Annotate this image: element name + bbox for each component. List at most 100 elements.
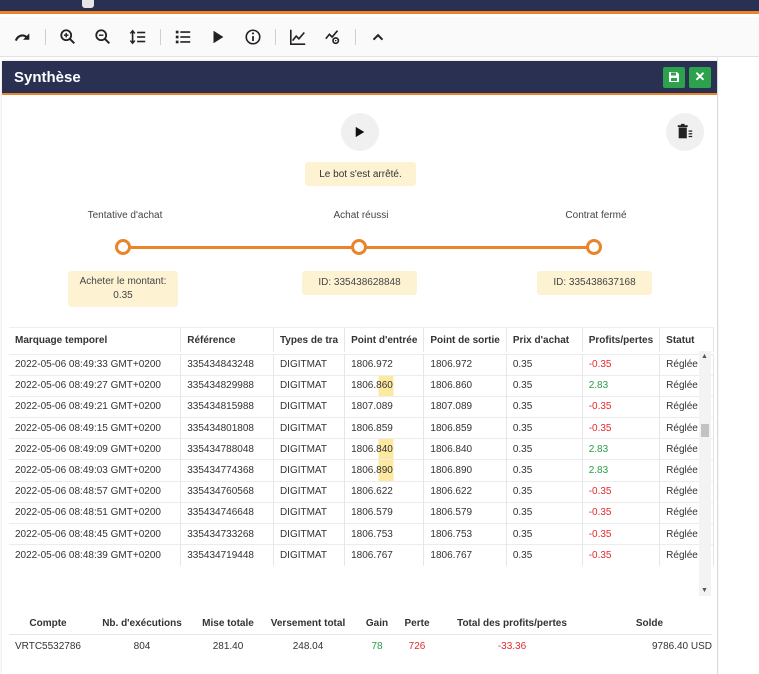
table-row[interactable]: 2022-05-06 08:48:51 GMT+0200 335434746648… <box>9 501 714 524</box>
zoom-in-icon[interactable] <box>55 24 81 50</box>
table-cell: 2022-05-06 08:49:15 GMT+0200 <box>9 417 182 439</box>
table-cell: 1807.089 <box>423 395 507 418</box>
table-row[interactable]: 2022-05-06 08:48:39 GMT+0200 335434719448… <box>9 544 714 566</box>
table-cell: 0.35 <box>506 438 583 460</box>
table-cell: 335434746648 <box>180 501 274 524</box>
clear-button[interactable] <box>666 113 704 151</box>
table-row[interactable]: 2022-05-06 08:48:57 GMT+0200 335434760568… <box>9 480 714 503</box>
table-row[interactable]: 2022-05-06 08:49:09 GMT+0200 335434788048… <box>9 438 714 460</box>
step-dot <box>351 239 367 255</box>
table-cell: DIGITMAT <box>273 459 346 482</box>
table-cell: 1806.579 <box>423 501 507 524</box>
table-cell: 1806.622 <box>423 480 507 503</box>
step-dot <box>586 239 602 255</box>
table-cell: 1806.767 <box>423 544 507 566</box>
summary-panel: Synthèse ✕ Le bot s'est arrêté. Tentativ… <box>2 61 717 674</box>
table-cell: DIGITMAT <box>273 374 346 397</box>
toolbar <box>0 17 759 57</box>
table-cell: 0.35 <box>506 353 583 376</box>
table-cell: 1806.972 <box>423 353 507 376</box>
step-info-purchase-attempt: Acheter le montant: 0.35 <box>68 271 178 307</box>
scroll-up-icon[interactable]: ▲ <box>701 353 708 360</box>
column-header[interactable]: Profits/pertes <box>582 328 661 352</box>
chart-settings-icon[interactable] <box>320 24 346 50</box>
table-cell: DIGITMAT <box>273 522 346 545</box>
table-cell: 2.83 <box>582 459 661 482</box>
table-cell: 2.83 <box>582 438 661 460</box>
column-header[interactable]: Point de sortie <box>423 328 507 352</box>
table-cell: DIGITMAT <box>273 438 346 460</box>
table-cell: 1806.860 <box>423 374 507 397</box>
zoom-out-icon[interactable] <box>90 24 116 50</box>
summary-value: 726 <box>408 640 426 652</box>
toolbar-divider <box>160 28 161 45</box>
summary-value: 281.40 <box>212 640 244 652</box>
table-cell: 1806.622 <box>344 480 425 503</box>
chart-icon[interactable] <box>285 24 311 50</box>
table-cell: 2.83 <box>582 374 661 397</box>
collapse-icon[interactable] <box>365 24 391 50</box>
table-cell: 1806.859 <box>423 417 507 439</box>
table-cell: 2022-05-06 08:48:51 GMT+0200 <box>9 501 182 524</box>
table-cell: 0.35 <box>506 374 583 397</box>
trash-icon <box>677 123 693 139</box>
table-row[interactable]: 2022-05-06 08:48:45 GMT+0200 335434733268… <box>9 522 714 545</box>
table-cell: 0.35 <box>506 459 583 482</box>
table-cell: -0.35 <box>582 480 661 503</box>
step-label-purchase-attempt: Tentative d'achat <box>87 210 163 221</box>
table-cell: DIGITMAT <box>273 544 346 566</box>
app-icon <box>82 0 94 8</box>
column-header[interactable]: Marquage temporel <box>9 328 182 352</box>
scroll-down-icon[interactable]: ▼ <box>701 587 708 594</box>
table-cell: 2022-05-06 08:49:03 GMT+0200 <box>9 459 182 482</box>
summary-header-row: Compte Nb. d'exécutions Mise totale Verseme… <box>9 613 712 635</box>
summary-value: VRTC5532786 <box>15 640 81 652</box>
save-button[interactable] <box>663 66 685 88</box>
table-cell: 2022-05-06 08:49:33 GMT+0200 <box>9 353 182 376</box>
close-button[interactable]: ✕ <box>689 66 711 88</box>
column-header[interactable]: Référence <box>180 328 274 352</box>
table-cell: 2022-05-06 08:48:45 GMT+0200 <box>9 522 182 545</box>
summary-header: Gain <box>357 613 397 635</box>
app-topbar <box>0 0 759 14</box>
table-cell: 1806.859 <box>344 417 425 439</box>
table-row[interactable]: 2022-05-06 08:49:27 GMT+0200 335434829988… <box>9 374 714 397</box>
table-cell: 335434788048 <box>180 438 274 460</box>
play-button[interactable] <box>341 113 379 151</box>
sort-icon[interactable] <box>125 24 151 50</box>
toolbar-divider <box>45 28 46 45</box>
table-row[interactable]: 2022-05-06 08:49:21 GMT+0200 335434815988… <box>9 395 714 418</box>
table-cell: DIGITMAT <box>273 353 346 376</box>
step-info-contract-closed: ID: 335438637168 <box>537 271 652 295</box>
table-scrollbar[interactable]: ▲ ▼ <box>699 351 711 596</box>
info-icon[interactable] <box>240 24 266 50</box>
summary-header: Solde <box>587 613 712 635</box>
panel-title: Synthèse <box>14 68 81 86</box>
summary-value: 248.04 <box>292 640 324 652</box>
summary-header: Compte <box>9 613 87 635</box>
column-header[interactable]: Statut <box>659 328 714 352</box>
table-cell: 2022-05-06 08:49:21 GMT+0200 <box>9 395 182 418</box>
redo-icon[interactable] <box>10 24 36 50</box>
summary-header: Mise totale <box>197 613 259 635</box>
table-cell: 0.35 <box>506 544 583 566</box>
table-cell: 1806.753 <box>423 522 507 545</box>
step-dot <box>115 239 131 255</box>
summary-header: Perte <box>397 613 437 635</box>
table-cell: 335434733268 <box>180 522 274 545</box>
column-header[interactable]: Point d'entrée <box>344 328 425 352</box>
column-header[interactable]: Types de tra <box>273 328 346 352</box>
list-icon[interactable] <box>170 24 196 50</box>
summary-value: 78 <box>371 640 383 652</box>
column-header[interactable]: Prix d'achat <box>506 328 583 352</box>
play-icon[interactable] <box>205 24 231 50</box>
table-cell: 1807.089 <box>344 395 425 418</box>
table-cell: 1806.840 <box>423 438 507 460</box>
table-row[interactable]: 2022-05-06 08:49:15 GMT+0200 335434801808… <box>9 417 714 439</box>
table-row[interactable]: 2022-05-06 08:49:03 GMT+0200 335434774368… <box>9 459 714 482</box>
right-pane <box>717 57 759 674</box>
scroll-thumb[interactable] <box>701 424 709 437</box>
table-cell: DIGITMAT <box>273 501 346 524</box>
table-cell: -0.35 <box>582 544 661 566</box>
table-row[interactable]: 2022-05-06 08:49:33 GMT+0200 335434843248… <box>9 353 714 376</box>
